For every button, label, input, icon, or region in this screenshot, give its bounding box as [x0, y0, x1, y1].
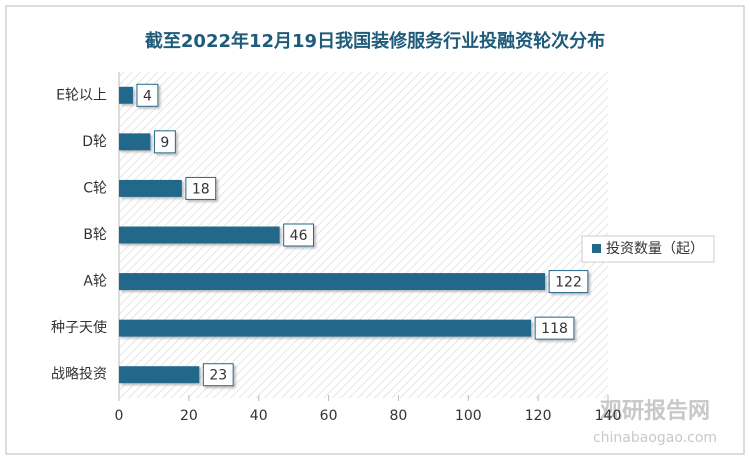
- legend: 投资数量（起）: [581, 235, 715, 263]
- bar: [119, 273, 546, 291]
- y-tick-label: D轮: [82, 134, 107, 150]
- bar: [119, 319, 532, 337]
- x-tick-label: 60: [320, 408, 338, 424]
- value-label: 46: [290, 228, 308, 244]
- x-tick-label: 140: [595, 408, 622, 424]
- bar: [119, 179, 182, 197]
- x-tick-label: 120: [525, 408, 552, 424]
- x-tick-label: 80: [390, 408, 408, 424]
- value-label: 122: [555, 275, 582, 291]
- y-tick-label: A轮: [83, 274, 107, 290]
- chart-title: 截至2022年12月19日我国装修服务行业投融资轮次分布: [145, 30, 605, 52]
- value-label-box: [548, 270, 589, 294]
- x-tick-label: 40: [250, 408, 268, 424]
- x-tick-label: 0: [115, 408, 124, 424]
- y-tick-label: 种子天使: [51, 319, 107, 336]
- x-tick-label: 100: [455, 408, 482, 424]
- value-label: 118: [541, 321, 568, 337]
- legend-box: [581, 235, 715, 263]
- y-tick-label: E轮以上: [56, 87, 107, 103]
- legend-swatch: [592, 244, 601, 253]
- x-tick-label: 20: [180, 408, 198, 424]
- value-label: 4: [143, 88, 152, 104]
- value-label: 23: [209, 368, 227, 384]
- value-label-box: [185, 176, 217, 200]
- value-label-box: [153, 130, 176, 154]
- y-tick-label: 战略投资: [51, 367, 107, 383]
- watermark-url: chinabaogao.com: [593, 430, 717, 446]
- watermark: 观研报告网: [600, 399, 710, 424]
- y-tick-label: B轮: [83, 227, 107, 243]
- value-label: 18: [192, 181, 210, 197]
- value-label-box: [136, 83, 159, 107]
- bar: [119, 226, 280, 244]
- value-label-box: [202, 363, 234, 387]
- legend-label: 投资数量（起）: [606, 241, 704, 257]
- value-label-box: [534, 316, 575, 340]
- bar: [119, 86, 133, 104]
- y-tick-label: C轮: [83, 180, 107, 196]
- bar: [119, 133, 151, 151]
- value-label-box: [283, 223, 314, 247]
- value-label: 9: [160, 135, 169, 151]
- bar: [119, 366, 200, 384]
